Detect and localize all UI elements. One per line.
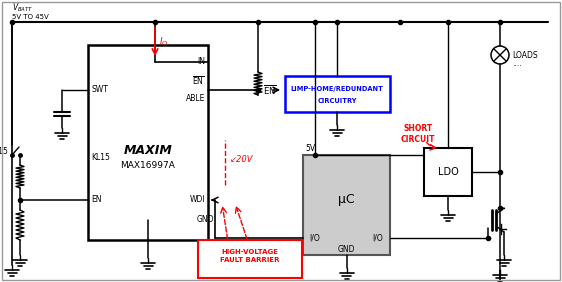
Text: KL15: KL15 (0, 147, 8, 157)
Text: ABLE: ABLE (185, 94, 205, 103)
Text: 5V TO 45V: 5V TO 45V (12, 14, 49, 20)
Text: $\overline{\mathrm{EN}}$: $\overline{\mathrm{EN}}$ (263, 83, 277, 97)
Text: I/O: I/O (310, 233, 320, 243)
Text: SHORT
CIRCUIT: SHORT CIRCUIT (401, 124, 435, 144)
Bar (424, 148, 472, 196)
Text: HIGH-VOLTAGE
FAULT BARRIER: HIGH-VOLTAGE FAULT BARRIER (220, 250, 280, 263)
Text: CIRCUITRY: CIRCUITRY (318, 98, 357, 104)
Bar (88, 45, 208, 240)
Text: LOADS: LOADS (512, 50, 538, 60)
Bar (303, 155, 390, 255)
Text: WDI: WDI (189, 195, 205, 204)
Text: LIMP-HOME/REDUNDANT: LIMP-HOME/REDUNDANT (291, 86, 383, 92)
FancyBboxPatch shape (198, 240, 302, 278)
Text: MAX16997A: MAX16997A (121, 160, 175, 169)
Text: SWT: SWT (91, 85, 108, 94)
Text: ↙20V: ↙20V (230, 155, 253, 164)
Text: $I_Q$: $I_Q$ (159, 36, 169, 49)
Text: 5V: 5V (305, 144, 315, 153)
Bar (285, 76, 390, 112)
Text: MAXIM: MAXIM (124, 144, 173, 157)
Text: LDO: LDO (438, 167, 459, 177)
Text: I/O: I/O (373, 233, 383, 243)
Text: EN: EN (91, 195, 102, 204)
Text: μC: μC (338, 193, 355, 206)
Text: GND: GND (338, 246, 355, 254)
Text: $V_{BATT}$: $V_{BATT}$ (12, 1, 33, 14)
Text: $\overline{\mathrm{EN}}$: $\overline{\mathrm{EN}}$ (192, 75, 205, 87)
Text: KL15: KL15 (91, 153, 110, 162)
Text: GND: GND (196, 215, 214, 224)
Text: IN: IN (197, 58, 205, 67)
Text: ....: .... (512, 58, 522, 67)
